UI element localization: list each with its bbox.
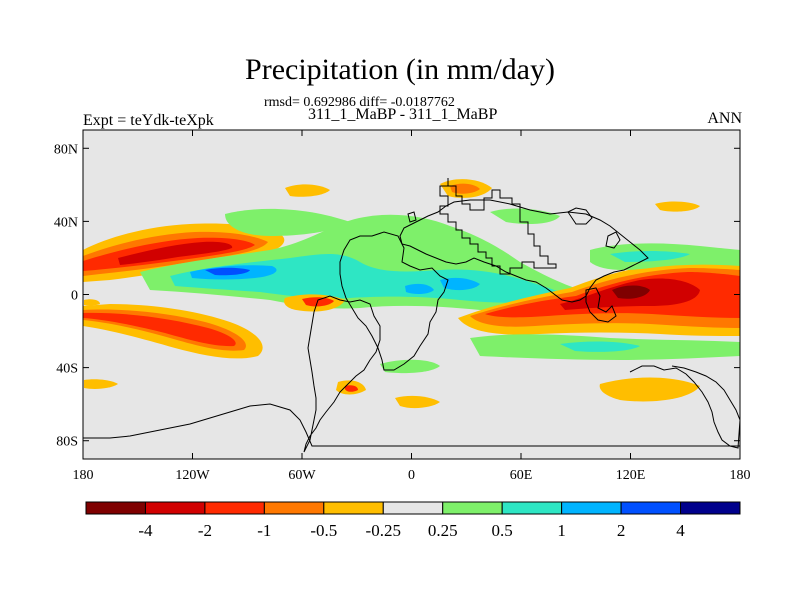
coastline-british-isles [407, 211, 417, 223]
precip-difference-field [83, 178, 740, 453]
coastlines [83, 178, 740, 453]
colorbar-label: -0.25 [366, 521, 401, 540]
colorbar-label: -4 [138, 521, 153, 540]
coastline-greenland [567, 207, 593, 225]
colorbar: -4 -2 -1 -0.5 -0.25 0.25 0.5 1 2 4 [85, 501, 741, 540]
axis-ticks: 180 120W 60W 0 60E 120E 180 80N 40N 0 40S 80S [54, 130, 751, 483]
colorbar-label: -2 [198, 521, 212, 540]
contour-fill [610, 251, 690, 262]
contour-fill [83, 312, 236, 347]
colorbar-label: 0.25 [428, 521, 458, 540]
contour-fill [450, 183, 480, 194]
contour-fill [84, 379, 118, 389]
coastline-south-america [303, 295, 381, 453]
colorbar-swatch [263, 501, 325, 515]
lon-tick-label: 120W [175, 468, 210, 483]
colorbar-label: -1 [257, 521, 271, 540]
colorbar-label: 2 [617, 521, 626, 540]
contour-fill [599, 377, 700, 402]
contour-fill [302, 297, 334, 307]
stats-text: rmsd= 0.692986 diff= -0.0187762 [264, 95, 455, 110]
lon-tick-label: 180 [73, 468, 94, 483]
contour-fill [560, 341, 640, 352]
colorbar-swatch [144, 501, 206, 515]
colorbar-swatch [620, 501, 682, 515]
coastline-japan [605, 231, 621, 249]
colorbar-swatch [382, 501, 444, 515]
lon-tick-label: 180 [730, 468, 751, 483]
coastline-north-america [439, 178, 557, 275]
contour-fill [655, 201, 700, 212]
lat-tick-label: 40N [54, 215, 78, 230]
contour-fill [84, 299, 100, 306]
colorbar-label: 0.5 [492, 521, 513, 540]
lon-tick-label: 60W [288, 468, 316, 483]
colorbar-label: -0.5 [310, 521, 337, 540]
lat-tick-label: 0 [71, 289, 78, 304]
lon-tick-label: 0 [408, 468, 415, 483]
colorbar-swatch [442, 501, 503, 515]
colorbar-swatch [85, 501, 146, 515]
contour-fill [118, 241, 233, 265]
lon-tick-label: 60E [510, 468, 533, 483]
lat-tick-label: 40S [56, 362, 78, 377]
coastline-maritime-continent [585, 287, 617, 323]
contour-fill [405, 283, 434, 295]
colorbar-swatch [204, 501, 265, 515]
contour-fill [225, 208, 350, 236]
expt-label: Expt = teYdk-teXpk [83, 112, 214, 129]
colorbar-label: 1 [557, 521, 566, 540]
coastline-eurasia [399, 199, 649, 303]
lon-tick-label: 120E [616, 468, 646, 483]
contour-fill [395, 395, 440, 409]
plot-title: Precipitation (in mm/day) [245, 53, 555, 86]
case-text: 311_1_MaBP - 311_1_MaBP [308, 106, 498, 123]
lat-tick-label: 80N [54, 142, 78, 157]
colorbar-swatch [323, 501, 384, 515]
contour-fill [285, 184, 330, 197]
season-label: ANN [707, 110, 742, 127]
coastline-africa [339, 231, 449, 371]
lat-tick-label: 80S [56, 435, 78, 450]
colorbar-swatch [680, 501, 741, 515]
colorbar-swatch [561, 501, 622, 515]
contour-fill [440, 277, 480, 291]
contour-fill [205, 267, 250, 276]
colorbar-label: 4 [676, 521, 685, 540]
colorbar-swatch [501, 501, 563, 515]
coastline-australia [629, 365, 740, 449]
contour-fill [345, 385, 358, 392]
coastline-antarctica [83, 403, 740, 447]
contour-fill [612, 285, 650, 299]
